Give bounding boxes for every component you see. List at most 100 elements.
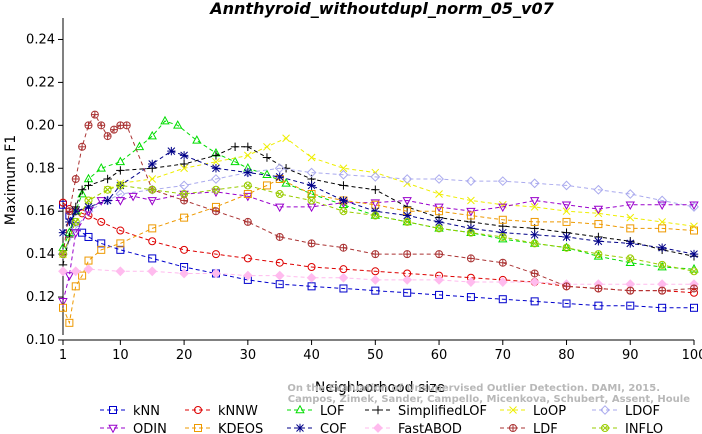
y-tick-label: 0.18 [26,161,55,176]
point-simplifiedlof [371,185,380,194]
legend: kNN kNNW LOF SimplifiedLOF LoOP LDOF ODIN KDEOS… [100,404,663,434]
legend-item-cof: COF [287,422,347,434]
point-kdeos [97,245,106,254]
legend-item-fastabod: FastABOD [365,422,462,434]
point-kdeos [65,318,74,327]
watermark-line-2: Campos, Zimek, Sander, Campello, Micenko… [288,394,690,405]
point-inflo [339,207,348,216]
point-loop [282,134,290,143]
point-fastabod [83,264,94,275]
point-loop [212,157,220,166]
point-ldf [594,284,603,293]
legend-label-fastabod: FastABOD [398,422,462,434]
point-knnw [59,198,67,207]
point-simplifiedlof [339,181,348,190]
point-cof [167,146,176,156]
point-loop [263,142,271,151]
point-odin [593,205,604,215]
point-kdeos [690,226,698,235]
x-tick-label: 70 [495,348,512,363]
point-lof [160,115,170,125]
point-odin [529,197,540,206]
legend-marker-odin [108,424,118,434]
legend-label-loop: LoOP [533,404,566,419]
point-ldof [370,171,381,182]
point-knn [562,299,571,308]
point-kdeos [562,217,571,226]
point-inflo [243,181,252,190]
x-tick-label: 100 [682,348,702,363]
point-cof [58,228,68,237]
point-odin [147,197,157,206]
legend-label-ldof: LDOF [625,404,660,419]
x-tick-label: 90 [622,348,639,363]
point-inflo [275,190,284,199]
point-knn [435,290,444,299]
point-inflo [658,260,667,269]
point-inflo [403,217,412,226]
point-ldof [434,174,444,184]
y-tick-label: 0.22 [26,75,55,90]
point-fastabod [115,266,126,277]
point-simplifiedlof [281,164,291,173]
chart-title: Annthyroid_withoutdupl_norm_05_v07 [208,0,554,18]
point-knn [371,286,380,295]
point-inflo [562,243,571,252]
point-simplifiedlof [77,185,87,194]
point-ldof [338,169,349,180]
legend-label-knn: kNN [133,404,160,419]
point-ldf [84,121,93,130]
point-lof [134,141,145,151]
point-cof [594,237,603,246]
point-loop [339,164,348,173]
point-kdeos [148,224,157,233]
legend-item-inflo: INFLO [592,422,663,434]
legend-label-knnw: kNNW [218,404,258,419]
point-cof [530,230,539,240]
point-cof [103,196,112,205]
y-axis-label: Maximum F1 [3,135,19,225]
point-ldf [211,207,220,216]
point-lof [281,178,291,187]
point-loop [435,190,443,198]
point-fastabod [529,277,540,287]
point-odin [115,197,126,206]
point-ldf [562,282,571,291]
series-lof [58,115,699,273]
point-lof [434,223,444,232]
point-fastabod [147,266,158,277]
point-ldf [339,243,348,252]
point-inflo [59,250,67,259]
point-fastabod [70,266,81,277]
point-loop [690,222,698,231]
point-knn [658,303,667,312]
legend-label-simplifiedlof: SimplifiedLOF [398,404,487,419]
x-tick-label: 60 [431,348,448,363]
point-ldf [90,110,99,119]
point-kdeos [307,190,316,199]
legend-label-odin: ODIN [133,422,167,434]
point-inflo [84,196,93,205]
point-kdeos [435,207,444,216]
point-ldf [122,121,131,130]
point-knn [339,284,348,293]
point-cof [65,217,74,227]
point-fastabod [58,266,68,277]
point-ldf [103,132,112,141]
point-ldof [497,176,508,187]
point-ldof [689,201,699,212]
point-ldf [498,258,507,267]
point-cof [657,243,667,252]
legend-item-ldf: LDF [500,422,558,434]
point-knnw [148,237,157,246]
point-kdeos [594,220,603,229]
point-simplifiedlof [262,153,272,162]
watermark: On the Evaluation of Unsupervised Outlie… [287,383,690,405]
axes: 0.10 0.12 0.14 0.16 0.18 0.20 0.22 0.24 1 10 20 30 4… [26,18,702,363]
point-fastabod [338,272,349,283]
point-loop [658,218,666,226]
series-layer [58,110,699,327]
legend-label-cof: COF [320,422,347,434]
point-kdeos [59,303,67,312]
